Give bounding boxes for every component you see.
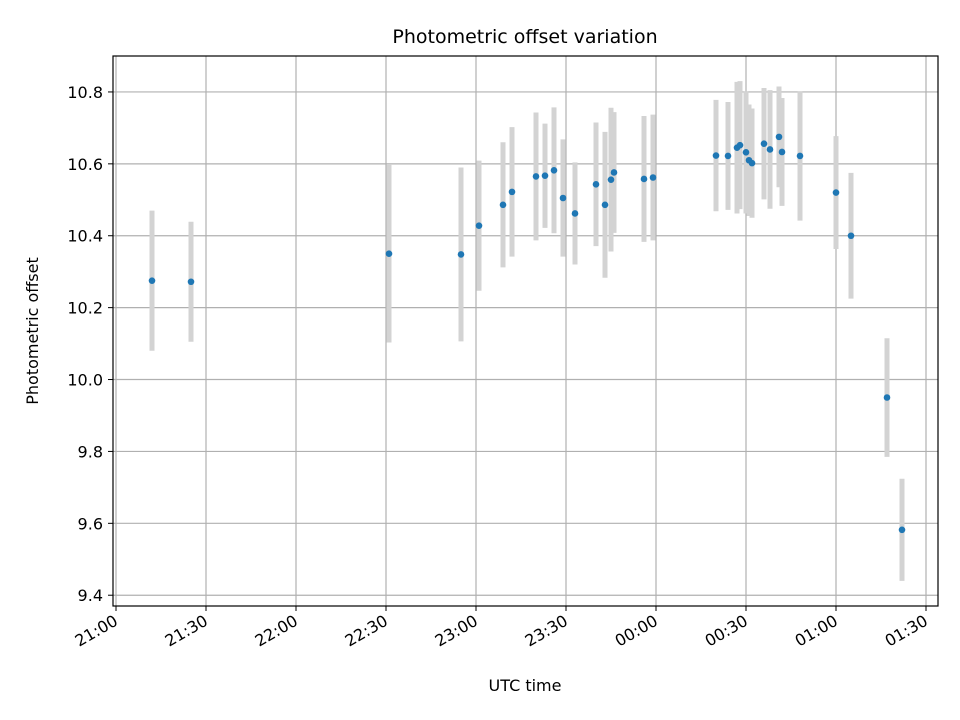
data-point (475, 222, 483, 229)
data-point (385, 250, 393, 258)
data-point (571, 210, 579, 217)
data-point (832, 189, 840, 196)
data-point (148, 277, 156, 284)
x-axis-label: UTC time (489, 676, 562, 695)
data-point (796, 152, 804, 160)
data-point (847, 232, 855, 240)
grid (113, 56, 938, 606)
data-point (736, 141, 744, 149)
y-tick-label: 10.0 (67, 371, 103, 390)
data-points (148, 133, 906, 534)
data-point (457, 251, 465, 258)
data-point (559, 194, 567, 202)
y-tick-label: 9.4 (78, 586, 103, 605)
chart-title: Photometric offset variation (392, 26, 657, 48)
data-point (601, 201, 609, 209)
data-point (607, 176, 615, 183)
y-tick-label: 10.4 (67, 227, 103, 246)
y-tick-label: 10.8 (67, 83, 103, 102)
data-point (883, 394, 891, 401)
y-tick-label: 10.6 (67, 155, 103, 174)
data-point (550, 167, 558, 174)
data-point (640, 175, 648, 183)
data-point (742, 149, 750, 156)
data-point (532, 173, 540, 180)
data-point (541, 172, 549, 180)
y-axis-label: Photometric offset (23, 257, 42, 405)
data-point (649, 174, 657, 181)
data-point (766, 146, 774, 153)
y-tick-label: 9.6 (78, 514, 103, 533)
data-point (748, 159, 756, 167)
data-point (760, 140, 768, 148)
data-point (187, 278, 195, 286)
data-point (499, 201, 507, 209)
data-point (778, 148, 786, 156)
data-point (775, 133, 783, 141)
data-point (592, 181, 600, 188)
data-point (610, 169, 618, 176)
y-tick-label: 9.8 (78, 442, 103, 461)
data-point (724, 152, 732, 160)
data-point (712, 152, 720, 159)
data-point (508, 188, 516, 196)
y-tick-label: 10.2 (67, 299, 103, 318)
plot-frame (112, 55, 939, 607)
data-point (898, 526, 906, 534)
